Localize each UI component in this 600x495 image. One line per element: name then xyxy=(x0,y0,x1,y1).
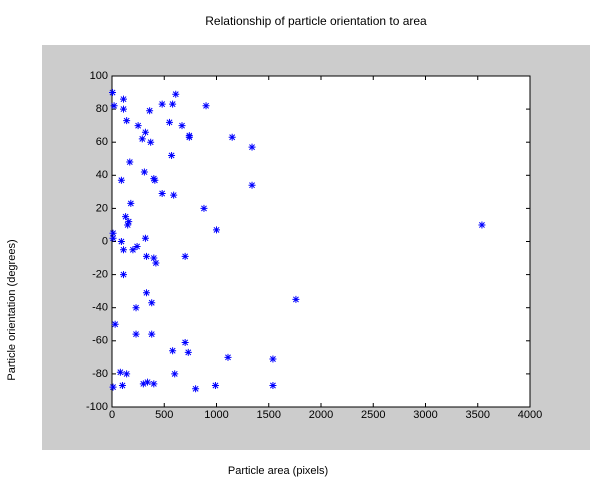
data-point xyxy=(150,380,158,388)
y-tick-label: -20 xyxy=(92,269,108,281)
data-point xyxy=(119,246,127,254)
data-point xyxy=(200,204,208,212)
data-point xyxy=(148,330,156,338)
data-point xyxy=(152,259,160,267)
data-point xyxy=(123,370,131,378)
data-point xyxy=(119,95,127,103)
data-point xyxy=(146,107,154,115)
data-point xyxy=(133,242,141,250)
data-point xyxy=(140,168,148,176)
data-point xyxy=(202,102,210,110)
data-point xyxy=(126,158,134,166)
data-point xyxy=(129,246,137,254)
data-point xyxy=(158,100,166,108)
data-point xyxy=(165,118,173,126)
data-point xyxy=(213,226,220,234)
y-axis-label: Particle orientation (degrees) xyxy=(6,239,18,380)
data-point xyxy=(134,122,142,130)
x-tick-label: 0 xyxy=(109,409,115,421)
data-point xyxy=(139,380,147,388)
data-point xyxy=(142,289,150,297)
data-point xyxy=(124,221,132,229)
data-point xyxy=(111,320,119,328)
data-point xyxy=(178,122,186,130)
data-point xyxy=(269,355,277,363)
data-point xyxy=(116,368,124,376)
y-tick-label: -80 xyxy=(92,368,108,380)
data-point xyxy=(224,353,232,361)
data-point xyxy=(150,254,158,262)
data-point xyxy=(170,191,178,199)
data-point xyxy=(119,271,127,279)
data-point xyxy=(171,370,179,378)
y-tick-label: 80 xyxy=(96,103,108,115)
data-point xyxy=(211,381,219,389)
x-tick-label: 1500 xyxy=(257,409,281,421)
data-point xyxy=(292,295,300,303)
data-point xyxy=(109,234,117,242)
data-point xyxy=(141,128,149,136)
y-tick-label: 60 xyxy=(96,136,108,148)
data-point xyxy=(228,133,236,141)
data-point xyxy=(181,252,189,260)
x-tick-label: 3000 xyxy=(413,409,437,421)
data-point xyxy=(144,378,152,386)
data-point xyxy=(109,89,117,97)
data-point xyxy=(192,385,200,393)
data-point xyxy=(119,105,127,113)
y-tick-label: 100 xyxy=(90,70,108,82)
x-tick-label: 1000 xyxy=(204,409,228,421)
data-point xyxy=(117,238,125,245)
data-point xyxy=(123,117,131,125)
y-tick-label: -100 xyxy=(86,401,108,413)
data-point xyxy=(169,100,177,108)
plot-area xyxy=(111,75,531,408)
data-point xyxy=(158,190,166,198)
data-point xyxy=(118,381,126,389)
data-point xyxy=(122,213,130,221)
data-point xyxy=(142,252,150,260)
data-point xyxy=(248,181,256,189)
y-tick-label: 0 xyxy=(102,235,108,247)
data-point xyxy=(150,175,158,183)
data-point xyxy=(141,234,149,242)
x-tick-label: 2000 xyxy=(309,409,333,421)
y-tick-label: 20 xyxy=(96,202,108,214)
data-point xyxy=(138,135,146,143)
data-point xyxy=(132,304,140,312)
data-point xyxy=(181,338,189,346)
data-point xyxy=(127,199,135,207)
data-point xyxy=(169,347,177,355)
y-tick-label: -60 xyxy=(92,335,108,347)
x-tick-label: 4000 xyxy=(518,409,542,421)
data-point xyxy=(184,348,192,356)
data-point xyxy=(148,299,156,307)
data-point xyxy=(110,102,118,110)
data-point xyxy=(478,221,486,229)
y-tick-label: -40 xyxy=(92,302,108,314)
data-point xyxy=(269,381,277,389)
data-point xyxy=(109,229,117,237)
data-point xyxy=(248,143,256,151)
data-point xyxy=(147,138,155,146)
y-tick-label: 40 xyxy=(96,169,108,181)
data-point xyxy=(117,176,125,184)
chart-title: Relationship of particle orientation to … xyxy=(205,14,427,28)
x-axis-label: Particle area (pixels) xyxy=(228,465,328,477)
x-tick-label: 2500 xyxy=(361,409,385,421)
x-tick-label: 500 xyxy=(155,409,173,421)
data-point xyxy=(168,151,176,159)
data-point xyxy=(172,90,180,98)
data-point xyxy=(125,218,133,226)
data-point xyxy=(109,383,117,391)
data-point xyxy=(132,330,140,338)
data-point xyxy=(185,132,193,140)
x-tick-label: 3500 xyxy=(466,409,490,421)
